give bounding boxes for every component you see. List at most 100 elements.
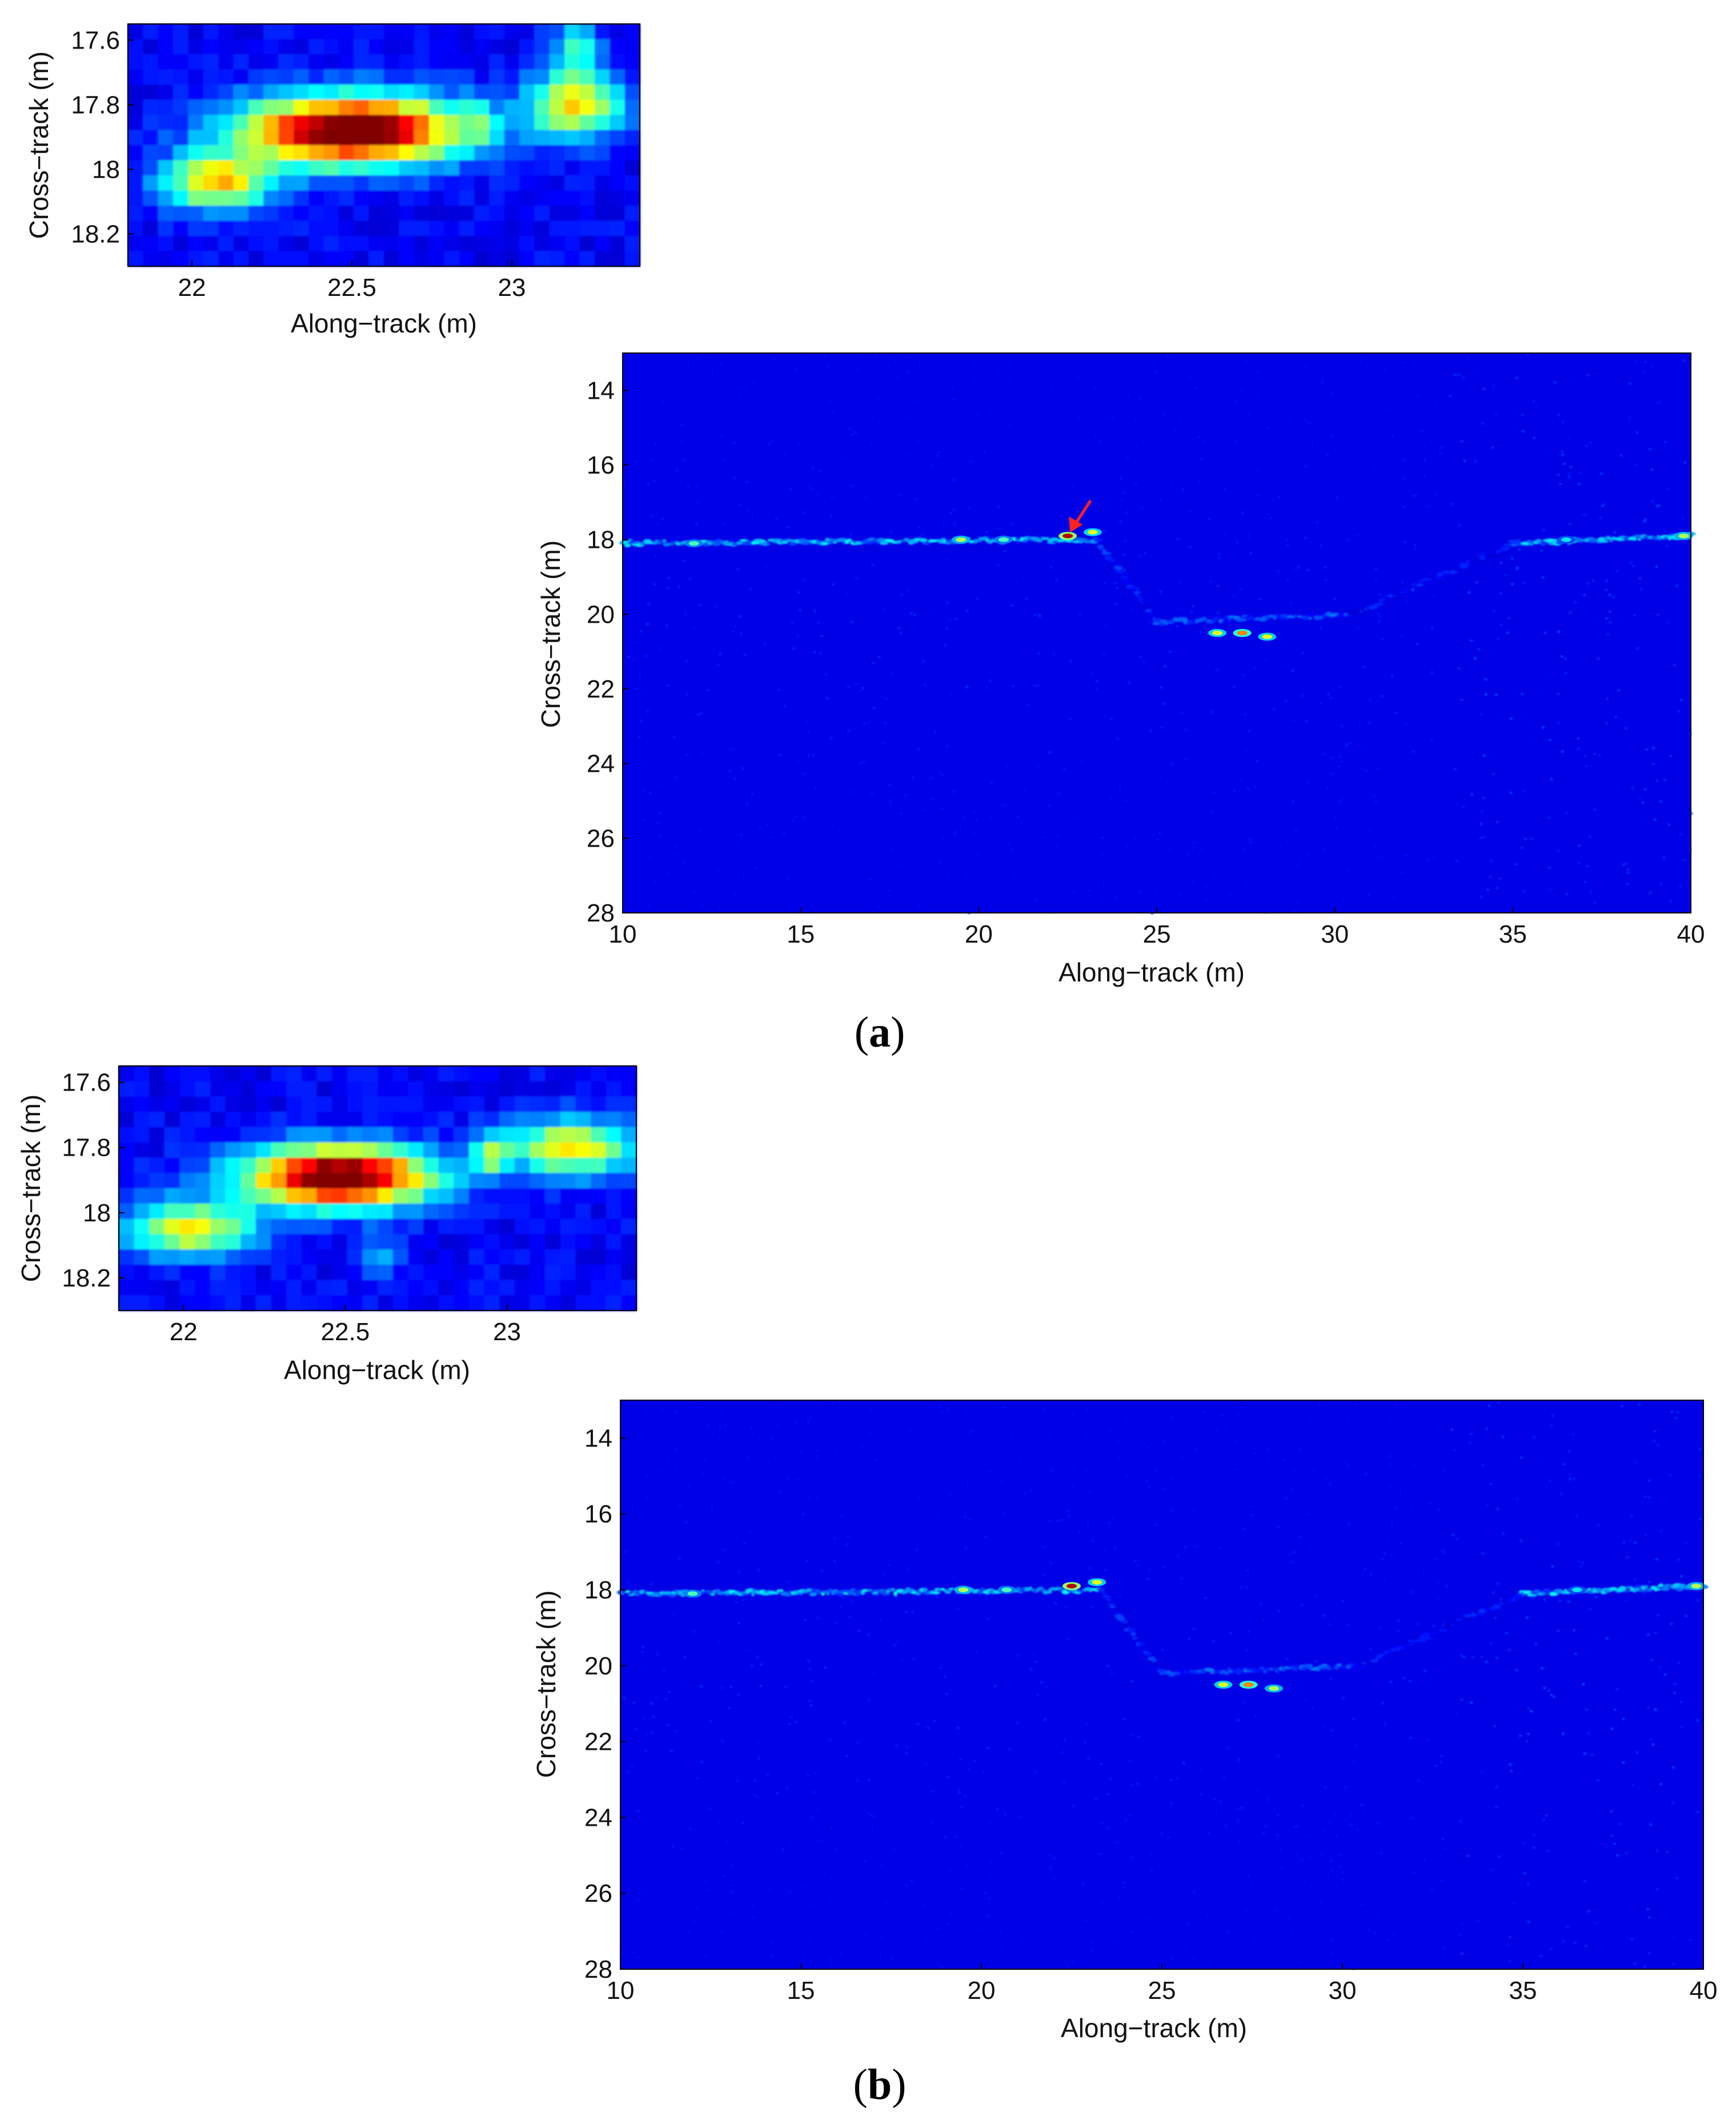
speckle (1610, 1810, 1613, 1813)
speckle (985, 687, 988, 689)
speckle (1673, 1692, 1676, 1694)
speckle (955, 1836, 957, 1838)
speckle (1625, 727, 1627, 730)
heatmap-cell (514, 1112, 531, 1128)
heatmap-cell (429, 115, 445, 131)
heatmap-cell (624, 85, 640, 101)
heatmap-cell (484, 1157, 500, 1174)
speckle (1017, 1654, 1019, 1657)
speckle (1491, 446, 1494, 448)
speckle (940, 1663, 943, 1665)
speckle (1500, 624, 1502, 626)
speckle (1390, 1521, 1393, 1524)
speckle (1516, 567, 1518, 570)
speckle (742, 874, 745, 876)
heatmap-cell (423, 1188, 439, 1204)
speckle (1075, 815, 1078, 817)
speckle (1079, 613, 1081, 615)
hotspot (1561, 537, 1571, 542)
heatmap-cell (560, 1203, 576, 1220)
heatmap-cell (188, 160, 204, 176)
speckle (861, 1446, 864, 1449)
heatmap-cell (323, 236, 339, 252)
speckle (1569, 1478, 1571, 1480)
hotspot (1087, 530, 1098, 535)
speckle (1605, 722, 1608, 724)
speckle (1442, 1624, 1445, 1625)
echo-glint (1377, 603, 1384, 606)
speckle (1669, 900, 1672, 902)
x-tick-label: 10 (609, 920, 637, 948)
heatmap-cell (143, 99, 159, 115)
echo-glint (1152, 617, 1157, 622)
heatmap-cell (134, 1188, 150, 1204)
speckle (1015, 1440, 1017, 1442)
speckle (1249, 838, 1251, 840)
speckle (1285, 539, 1288, 541)
heatmap-cell (323, 206, 339, 222)
speckle (1067, 1965, 1069, 1967)
heatmap-cell (534, 206, 550, 222)
speckle (1132, 609, 1134, 611)
speckle (1493, 610, 1495, 612)
speckle (1462, 376, 1465, 379)
speckle (1522, 430, 1525, 432)
heatmap-cell (119, 1249, 135, 1265)
heatmap-cell (444, 251, 460, 267)
speckle (1366, 893, 1369, 895)
speckle (1184, 1546, 1186, 1549)
heatmap-cell (179, 1280, 196, 1296)
speckle (651, 515, 653, 518)
speckle (1294, 1826, 1297, 1828)
speckle (1324, 1786, 1326, 1788)
heatmap-cell (519, 221, 535, 237)
speckle (888, 889, 891, 892)
heatmap-cell (173, 85, 189, 101)
heatmap-cell (248, 251, 264, 267)
heatmap-cell (534, 190, 550, 206)
speckle (1036, 1694, 1039, 1696)
speckle (1444, 1848, 1446, 1850)
heatmap-cell (263, 175, 279, 191)
hotspot (1268, 1686, 1279, 1691)
speckle (1182, 1762, 1185, 1765)
heatmap-cell (489, 85, 505, 101)
heatmap-cell (134, 1157, 150, 1174)
heatmap-cell (203, 24, 219, 40)
speckle (1342, 1697, 1345, 1699)
echo-tracks (616, 1402, 1709, 1970)
speckle (768, 443, 771, 446)
speckle (1212, 811, 1214, 813)
speckle (1653, 1440, 1655, 1442)
speckle (736, 568, 739, 571)
heatmap-cell (606, 1127, 622, 1143)
speckle (1236, 1413, 1239, 1415)
speckle (1241, 511, 1244, 514)
speckle (1159, 591, 1162, 593)
heatmap-cell (378, 1280, 394, 1296)
heatmap-cell (210, 1295, 226, 1311)
speckle (1403, 1677, 1405, 1679)
speckle (908, 455, 911, 457)
speckle (1049, 567, 1052, 569)
speckle (1190, 611, 1193, 613)
heatmap-cell (438, 1234, 455, 1250)
speckle (1296, 864, 1298, 866)
heatmap-cell (263, 145, 279, 161)
heatmap-cell (606, 1264, 622, 1281)
speckle (642, 789, 645, 791)
heatmap-cell (188, 99, 204, 115)
speckle (810, 1705, 813, 1707)
speckle (1585, 1709, 1588, 1710)
heatmap-cell (378, 1264, 394, 1281)
heatmap-cell (560, 1295, 576, 1311)
speckle (871, 1408, 873, 1410)
heatmap-cell (579, 160, 595, 176)
heatmap-cell (534, 251, 550, 267)
heatmap-cell (347, 1127, 363, 1143)
heatmap-cell (384, 160, 400, 176)
heatmap-cell (368, 221, 384, 237)
target-arrow-icon (1069, 499, 1092, 533)
speckle (1567, 437, 1570, 439)
speckle (1322, 1725, 1325, 1727)
